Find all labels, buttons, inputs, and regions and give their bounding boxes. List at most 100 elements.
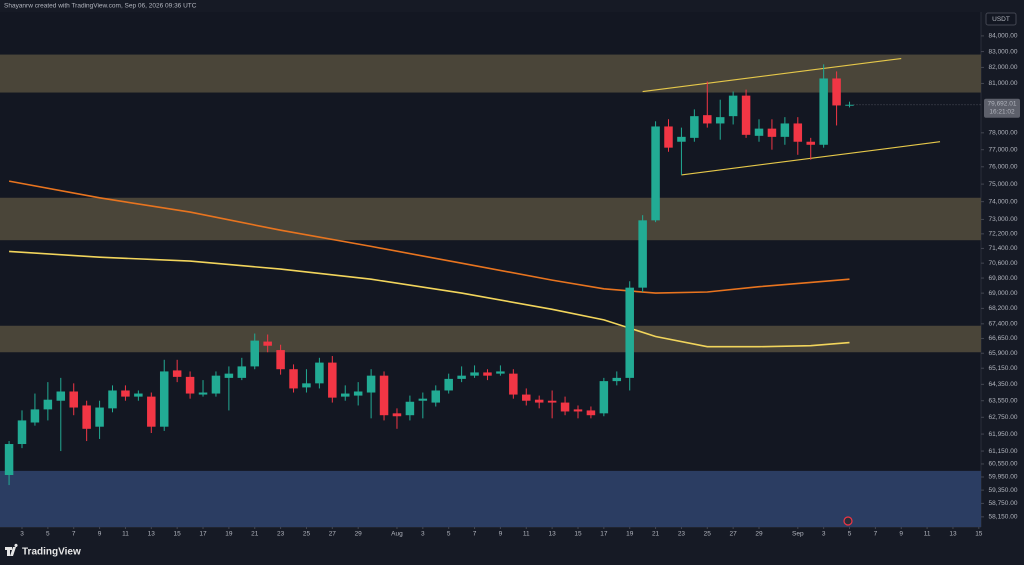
y-tick-label: 59,950.00 <box>989 474 1018 481</box>
moving-average-line <box>9 250 850 348</box>
layer-zones <box>0 54 981 527</box>
candle-body <box>69 391 78 408</box>
y-tick-label: 61,150.00 <box>989 448 1018 455</box>
candle-body <box>82 405 91 429</box>
candle-body <box>754 128 764 136</box>
candle-body <box>845 104 854 106</box>
x-tick-label: 5 <box>447 531 451 538</box>
candle-body <box>767 128 777 137</box>
candle-body <box>353 391 363 396</box>
y-tick-label: 73,000.00 <box>989 216 1018 223</box>
y-tick-label: 69,800.00 <box>989 275 1018 282</box>
y-tick-label: 78,000.00 <box>989 130 1018 137</box>
logo-mark <box>5 543 18 556</box>
last-price-box <box>984 98 1020 118</box>
candle-body <box>30 409 40 423</box>
candle-body <box>496 371 505 374</box>
candle-body <box>134 393 143 397</box>
y-tick-label: 67,400.00 <box>989 321 1018 328</box>
candle-body <box>405 401 415 416</box>
y-tick-label: 83,000.00 <box>989 48 1018 55</box>
candle-body <box>172 370 182 377</box>
y-tick-label: 71,400.00 <box>989 245 1018 252</box>
x-tick-label: 7 <box>473 531 477 538</box>
x-tick-label: 15 <box>975 531 983 538</box>
x-tick-label: 21 <box>251 531 259 538</box>
y-tick-label: 64,350.00 <box>989 381 1018 388</box>
candle-body <box>741 95 751 135</box>
logo <box>5 543 18 556</box>
candle-body <box>470 372 479 376</box>
candle-body <box>211 375 221 394</box>
candle-body <box>832 78 841 106</box>
x-tick-label: 17 <box>600 531 608 538</box>
y-tick-label: 58,750.00 <box>989 500 1018 507</box>
x-tick-label: 25 <box>303 531 311 538</box>
candle-body <box>534 399 544 403</box>
zone <box>0 54 981 93</box>
zone <box>0 470 981 527</box>
y-tick-label: 81,000.00 <box>989 80 1018 87</box>
x-tick-label: 23 <box>678 531 686 538</box>
candle-body <box>728 95 738 117</box>
x-tick-label: 5 <box>848 531 852 538</box>
x-tick-label: 27 <box>329 531 337 538</box>
candle-body <box>250 340 259 367</box>
x-tick-label: 13 <box>549 531 557 538</box>
currency[interactable]: USDT <box>992 16 1010 23</box>
y-tick-label: 75,000.00 <box>989 181 1018 188</box>
candle-body <box>457 375 466 379</box>
candle-body <box>198 392 208 395</box>
candle-body <box>276 350 285 370</box>
x-tick-label: 7 <box>72 531 76 538</box>
moving-average-line <box>8 180 850 294</box>
candle-body <box>483 372 492 376</box>
y-tick-label: 62,750.00 <box>989 414 1018 421</box>
zone <box>0 197 981 241</box>
x-tick-label: 7 <box>874 531 878 538</box>
candle-body <box>95 407 104 427</box>
x-tick-label: 29 <box>755 531 763 538</box>
x-tick-label: 3 <box>822 531 826 538</box>
x-tick-label: 13 <box>949 531 957 538</box>
y-tick-label: 68,200.00 <box>989 305 1018 312</box>
currency-box[interactable] <box>985 12 1017 26</box>
y-tick-label: 82,000.00 <box>989 64 1018 71</box>
candle-body <box>793 123 803 142</box>
candle-body <box>224 373 234 378</box>
x-tick-label: 23 <box>277 531 285 538</box>
candle-body <box>612 377 622 382</box>
candle-body <box>159 371 169 427</box>
y-tick-label: 65,900.00 <box>989 350 1018 357</box>
x-tick-label: 9 <box>98 531 102 538</box>
candle-body <box>560 402 570 412</box>
candle-body <box>237 366 247 378</box>
last-price-label: 79,692.01 <box>988 100 1017 107</box>
candle-body <box>444 378 453 391</box>
candle-body <box>418 398 428 401</box>
y-tick-label: 69,000.00 <box>989 290 1018 297</box>
candle-body <box>302 383 311 388</box>
candle-body <box>289 369 298 389</box>
candle-body <box>17 420 27 445</box>
y-tick-label: 61,950.00 <box>989 431 1018 438</box>
x-tick-label: 15 <box>574 531 582 538</box>
y-tick-label: 84,000.00 <box>989 33 1018 40</box>
event-icon[interactable] <box>843 516 853 526</box>
y-tick-label: 70,600.00 <box>989 260 1018 267</box>
candle-body <box>690 116 699 138</box>
zone <box>0 325 981 353</box>
candle-body <box>341 393 350 397</box>
x-tick-label: Sep <box>792 531 804 538</box>
candle-body <box>664 126 673 148</box>
candle-body <box>819 78 828 145</box>
x-tick-label: 19 <box>225 531 233 538</box>
x-tick-label: 17 <box>199 531 207 538</box>
trendline <box>642 57 902 93</box>
candle-body <box>366 375 376 393</box>
plot-area <box>0 12 981 527</box>
candle-body <box>638 220 647 288</box>
candle-body <box>586 410 596 416</box>
